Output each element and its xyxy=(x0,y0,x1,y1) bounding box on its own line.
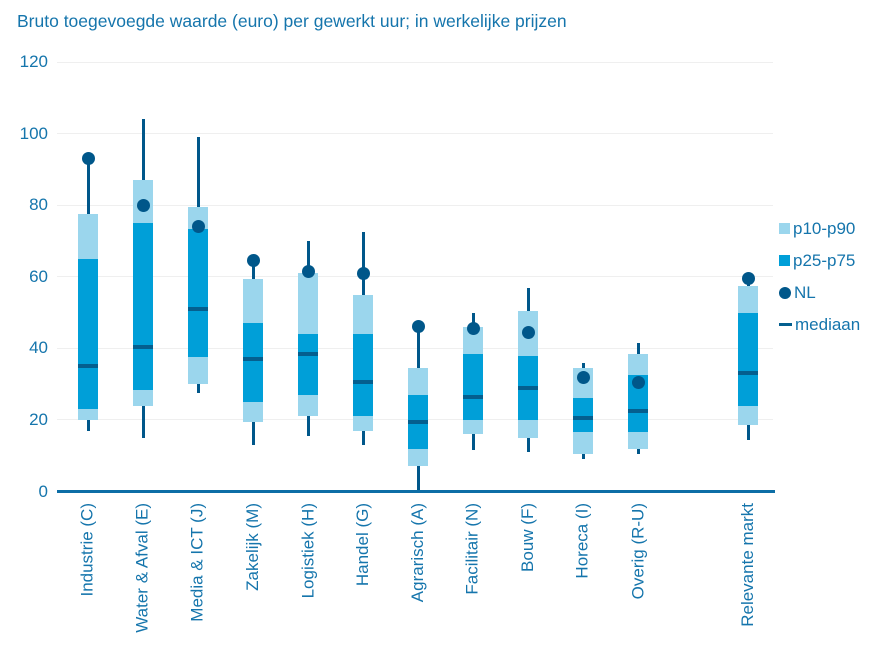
x-category-label: Agrarisch (A) xyxy=(408,503,427,603)
median-line xyxy=(133,344,153,349)
y-tick-label: 40 xyxy=(29,338,48,358)
p10-p90-swatch-icon xyxy=(779,223,790,234)
median-line xyxy=(463,394,483,399)
x-category-label: Zakelijk (M) xyxy=(243,503,262,591)
nl-dot xyxy=(576,370,590,384)
median-line xyxy=(243,357,263,362)
box-p25-p75 xyxy=(188,228,208,358)
nl-dot xyxy=(521,325,535,339)
nl-dot xyxy=(741,272,755,286)
legend-item-mediaan: mediaan xyxy=(779,314,860,335)
median-line xyxy=(188,307,208,312)
box-p25-p75 xyxy=(353,334,373,417)
median-line xyxy=(298,351,318,356)
nl-dot xyxy=(411,320,425,334)
legend-item-p25-p75: p25-p75 xyxy=(779,250,860,271)
gridline-40 xyxy=(57,347,773,349)
x-category-label: Logistiek (H) xyxy=(298,503,317,599)
legend: p10-p90 p25-p75 NL mediaan xyxy=(779,218,860,346)
legend-label-p25-p75: p25-p75 xyxy=(793,250,856,270)
y-tick-label: 60 xyxy=(29,266,48,286)
nl-dot xyxy=(466,322,480,336)
legend-label-mediaan: mediaan xyxy=(795,314,861,334)
box-p25-p75 xyxy=(78,258,98,410)
nl-dot xyxy=(246,254,260,268)
legend-item-nl: NL xyxy=(779,282,860,303)
gridline-80 xyxy=(57,204,773,206)
x-axis-line xyxy=(57,490,775,493)
median-line xyxy=(408,419,428,424)
median-line xyxy=(628,408,648,413)
gridline-120 xyxy=(57,61,773,63)
x-category-label: Bouw (F) xyxy=(518,503,537,572)
nl-dot-swatch-icon xyxy=(779,286,791,299)
nl-dot xyxy=(631,375,645,389)
nl-dot xyxy=(301,264,315,278)
gridline-60 xyxy=(57,276,773,278)
legend-label-p10-p90: p10-p90 xyxy=(793,218,856,238)
y-tick-label: 0 xyxy=(38,481,48,501)
box-p25-p75 xyxy=(573,398,593,433)
median-line xyxy=(573,416,593,421)
x-category-label: Overig (R-U) xyxy=(628,503,647,600)
box-p25-p75 xyxy=(298,334,318,395)
box-p25-p75 xyxy=(133,223,153,390)
x-category-label: Handel (G) xyxy=(353,503,372,587)
x-category-label: Industrie (C) xyxy=(78,503,97,597)
p25-p75-swatch-icon xyxy=(779,255,790,266)
x-category-label: Facilitair (N) xyxy=(463,503,482,595)
nl-dot xyxy=(356,266,370,280)
nl-dot xyxy=(136,198,150,212)
median-line xyxy=(518,385,538,390)
box-p25-p75 xyxy=(463,353,483,420)
x-category-label: Media & ICT (J) xyxy=(188,503,207,622)
mediaan-dash-swatch-icon xyxy=(779,323,792,326)
x-category-label: Relevante markt xyxy=(738,503,757,627)
nl-dot xyxy=(191,220,205,234)
median-line xyxy=(78,364,98,369)
box-p25-p75 xyxy=(738,312,758,406)
legend-label-nl: NL xyxy=(794,282,816,302)
y-tick-label: 100 xyxy=(19,123,48,143)
y-tick-label: 120 xyxy=(19,52,48,72)
y-tick-label: 80 xyxy=(29,195,48,215)
y-tick-label: 20 xyxy=(29,409,48,429)
chart-title: Bruto toegevoegde waarde (euro) per gewe… xyxy=(17,11,567,31)
box-p25-p75 xyxy=(243,323,263,403)
gridline-100 xyxy=(57,133,773,135)
median-line xyxy=(353,380,373,385)
median-line xyxy=(738,371,758,376)
legend-item-p10-p90: p10-p90 xyxy=(779,218,860,239)
box-p25-p75 xyxy=(628,375,648,433)
nl-dot xyxy=(81,152,95,166)
x-category-label: Horeca (I) xyxy=(573,503,592,579)
x-category-label: Water & Afval (E) xyxy=(133,503,152,633)
